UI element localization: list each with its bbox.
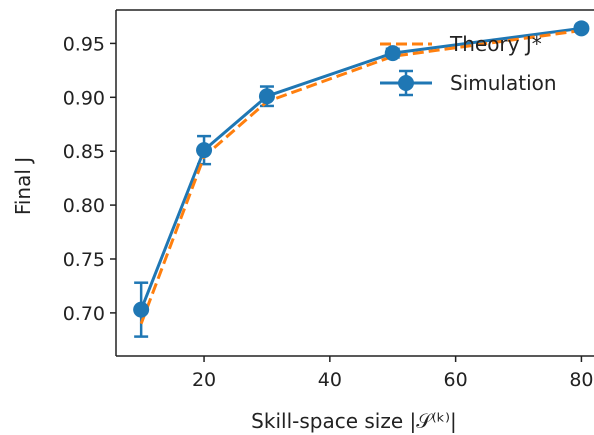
- simulation-point: [384, 45, 401, 62]
- y-tick-label: 0.75: [63, 249, 105, 271]
- x-axis-title: Skill-space size |𝒮⁽ᵏ⁾|: [251, 409, 457, 433]
- y-tick-label: 0.80: [63, 195, 105, 217]
- simulation-point: [133, 301, 150, 318]
- legend-simulation-swatch: [380, 69, 432, 97]
- y-tick-label: 0.85: [63, 141, 105, 163]
- y-axis-title: Final J: [11, 157, 35, 215]
- series-layer: [133, 20, 590, 338]
- legend-theory-label: Theory J*: [449, 32, 542, 56]
- legend-simulation-label: Simulation: [450, 71, 557, 95]
- y-tick-label: 0.95: [63, 33, 105, 55]
- legend: Theory J* Simulation: [380, 32, 557, 97]
- x-tick-label: 20: [192, 369, 216, 391]
- x-tick-label: 60: [444, 369, 468, 391]
- simulation-point: [196, 142, 213, 159]
- simulation-point: [258, 88, 275, 105]
- ticks-layer: 20 40 60 80 0.70 0.75 0.80 0.85 0.90 0.95: [63, 33, 594, 391]
- x-tick-label: 80: [569, 369, 593, 391]
- axes-frame: [115, 9, 594, 357]
- simulation-point: [573, 20, 590, 37]
- y-tick-label: 0.90: [63, 87, 105, 109]
- x-tick-label: 40: [318, 369, 342, 391]
- y-tick-label: 0.70: [63, 303, 105, 325]
